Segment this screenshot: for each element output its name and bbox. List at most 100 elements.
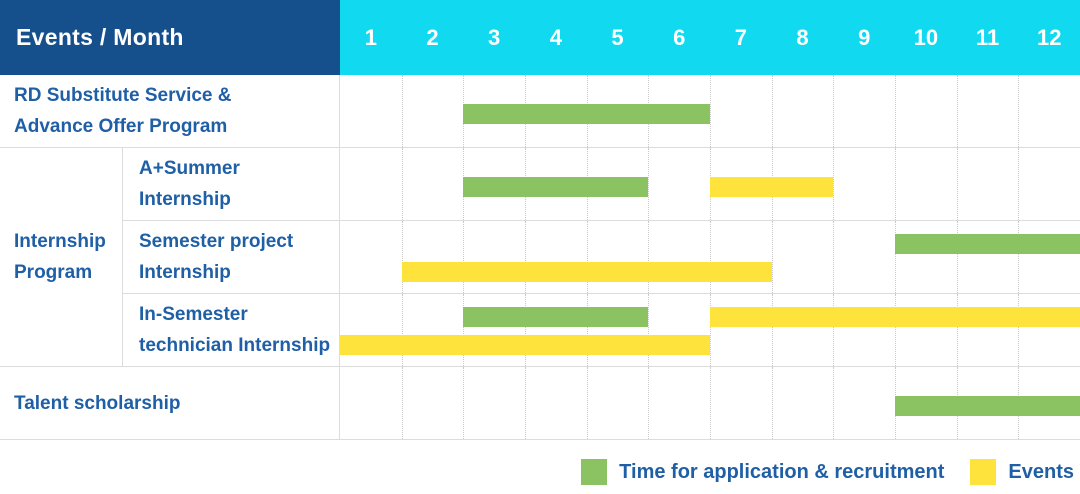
table-row: Semester project Internship <box>123 221 1080 294</box>
row-label: In-Semester technician Internship <box>123 294 340 366</box>
month-gridline <box>956 148 958 220</box>
month-header-cell: 6 <box>673 24 686 50</box>
month-gridline <box>401 75 403 147</box>
row-label-line: Semester project <box>139 231 294 252</box>
events-bar <box>710 177 834 197</box>
month-gridline <box>833 75 835 147</box>
month-gridline <box>710 367 711 439</box>
month-header-cell: 3 <box>488 24 501 50</box>
events-bar <box>401 262 772 282</box>
row-label-line: Talent scholarship <box>14 392 181 414</box>
row-label-line: RD Substitute Service & <box>14 85 232 106</box>
application-recruitment-bar <box>463 104 710 124</box>
row-label-line: In-Semester <box>139 304 248 325</box>
events-bar <box>710 307 1080 327</box>
month-gridline <box>895 221 896 293</box>
month-gridline <box>710 75 711 147</box>
row-group-rows: A+Summer Internship Semester project Intern… <box>123 148 1080 367</box>
month-gridline <box>401 367 403 439</box>
month-gridline <box>648 148 650 220</box>
month-gridline <box>956 294 958 366</box>
table-row: In-Semester technician Internship <box>123 294 1080 367</box>
table-row: RD Substitute Service & Advance Offer Pro… <box>0 75 1080 148</box>
month-gridline <box>463 367 465 439</box>
month-gridline <box>956 221 958 293</box>
legend: Time for application & recruitment Events <box>0 440 1080 494</box>
month-gridline <box>771 367 773 439</box>
legend-item: Events <box>970 459 1074 485</box>
month-gridline <box>586 367 588 439</box>
legend-label: Events <box>1008 460 1074 483</box>
month-gridline <box>525 367 526 439</box>
month-gridline <box>401 221 403 293</box>
month-header-row: 1 2 3 4 5 6 7 8 9 10 11 12 <box>340 0 1080 75</box>
month-gridline <box>895 148 896 220</box>
month-gridline <box>586 294 588 366</box>
month-gridline <box>895 294 896 366</box>
month-header-cell: 10 <box>913 24 939 50</box>
month-gridline <box>401 148 403 220</box>
month-gridline <box>525 221 526 293</box>
month-gridline <box>1018 148 1020 220</box>
month-gridline <box>1018 221 1020 293</box>
row-label-line: technician Internship <box>139 335 331 356</box>
month-gridline <box>771 221 773 293</box>
legend-label: Time for application & recruitment <box>619 460 945 483</box>
month-gridline <box>648 294 650 366</box>
table-body: RD Substitute Service & Advance Offer Pro… <box>0 75 1080 440</box>
month-header-cell: 7 <box>734 24 747 50</box>
table-row-group: Internship Program A+Summer Internship Semes… <box>0 148 1080 367</box>
row-group-label: Internship Program <box>0 148 123 367</box>
month-gridline <box>771 294 773 366</box>
table-header-row: Events / Month 1 2 3 4 5 6 7 8 9 10 11 12 <box>0 0 1080 75</box>
month-gridline <box>771 75 773 147</box>
month-gridline <box>833 221 835 293</box>
month-gridline <box>648 367 650 439</box>
legend-swatch-yellow <box>970 459 997 485</box>
month-gridline <box>895 75 896 147</box>
row-label: Semester project Internship <box>123 221 340 293</box>
application-recruitment-bar <box>895 234 1080 254</box>
month-gridline <box>1018 294 1020 366</box>
table-header-title: Events / Month <box>0 0 340 75</box>
row-timeline <box>340 221 1080 293</box>
legend-item: Time for application & recruitment <box>581 459 944 485</box>
application-recruitment-bar <box>463 307 649 327</box>
row-label-line: Internship <box>139 189 231 210</box>
month-header-cell: 12 <box>1036 24 1062 50</box>
month-gridline <box>463 221 465 293</box>
month-gridline <box>833 367 835 439</box>
row-label-line: Internship <box>139 262 231 283</box>
month-header-cell: 9 <box>858 24 871 50</box>
application-recruitment-bar <box>463 177 649 197</box>
legend-swatch-green <box>581 459 608 485</box>
month-gridline <box>401 294 403 366</box>
application-recruitment-bar <box>895 396 1080 416</box>
row-timeline <box>340 367 1080 439</box>
row-timeline <box>340 75 1080 147</box>
row-label: A+Summer Internship <box>123 148 340 220</box>
month-header-cell: 4 <box>549 24 562 50</box>
month-header-cell: 2 <box>426 24 439 50</box>
month-gridline <box>1018 75 1020 147</box>
row-label-line: Internship <box>14 231 106 252</box>
month-gridline <box>710 294 711 366</box>
month-header-cell: 11 <box>975 24 1000 50</box>
row-label: RD Substitute Service & Advance Offer Pro… <box>0 75 340 147</box>
row-timeline <box>340 148 1080 220</box>
row-label-line: A+Summer <box>139 158 240 179</box>
month-gridline <box>710 221 711 293</box>
month-header-cell: 5 <box>611 24 624 50</box>
row-timeline <box>340 294 1080 366</box>
month-gridline <box>525 294 526 366</box>
month-header-cell: 8 <box>796 24 809 50</box>
table-row: A+Summer Internship <box>123 148 1080 221</box>
month-gridline <box>586 221 588 293</box>
events-bar <box>340 335 710 355</box>
month-gridline <box>833 294 835 366</box>
month-gridline <box>956 75 958 147</box>
table-row: Talent scholarship <box>0 367 1080 440</box>
row-label-line: Advance Offer Program <box>14 116 228 137</box>
month-header-cell: 1 <box>364 24 377 50</box>
